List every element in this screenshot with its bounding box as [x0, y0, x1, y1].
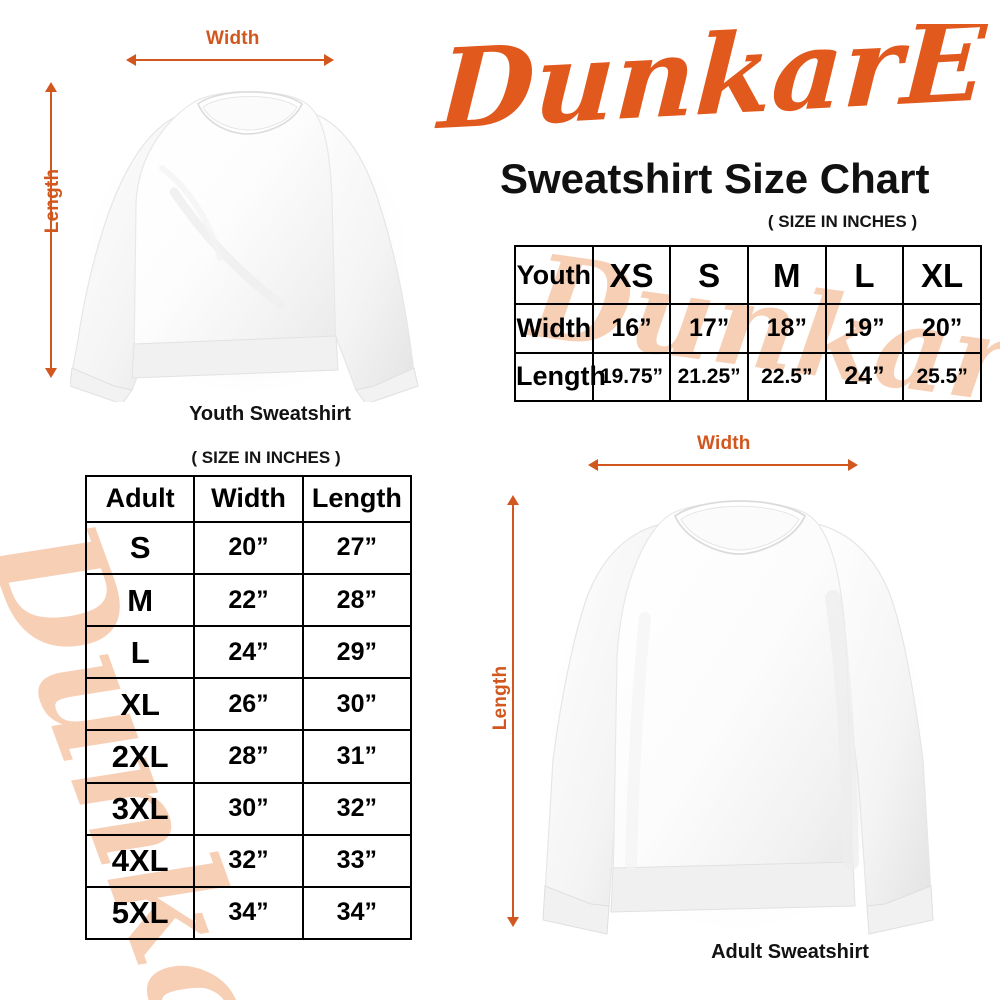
arrow-shaft	[512, 502, 515, 920]
youth-table-units-note: ( SIZE IN INCHES )	[767, 212, 918, 231]
adult-size-4xl: 4XL	[84, 833, 196, 888]
table-row: XL 26” 30”	[84, 677, 413, 732]
arrow-shaft	[50, 89, 53, 371]
brand-logo: DunkarE	[433, 0, 994, 164]
adult-length-s: 27”	[301, 520, 413, 575]
youth-length-m: 22.5”	[746, 351, 827, 403]
adult-width-l: 24”	[193, 625, 304, 680]
adult-header-size: Adult	[84, 475, 196, 523]
youth-size-m: M	[746, 244, 827, 306]
adult-length-xl: 30”	[301, 677, 413, 732]
youth-length-arrow	[45, 82, 57, 378]
adult-header-length: Length	[301, 475, 413, 523]
arrow-head-up	[507, 495, 519, 505]
youth-length-l: 24”	[824, 351, 905, 403]
youth-length-xs: 19.75”	[591, 351, 672, 403]
table-row-header: Youth XS S M L XL	[514, 244, 982, 306]
adult-width-arrow	[588, 459, 858, 471]
adult-length-l: 29”	[301, 625, 413, 680]
arrow-head-right	[324, 54, 334, 66]
table-row: 4XL 32” 33”	[84, 833, 413, 888]
adult-length-3xl: 32”	[301, 781, 413, 836]
youth-size-xl: XL	[902, 244, 982, 306]
youth-length-xl: 25.5”	[902, 351, 982, 403]
adult-size-5xl: 5XL	[84, 885, 196, 941]
adult-size-3xl: 3XL	[84, 781, 196, 836]
adult-length-m: 28”	[301, 572, 413, 628]
adult-length-4xl: 33”	[301, 833, 413, 888]
adult-table-units-note: ( SIZE IN INCHES )	[191, 448, 341, 467]
table-row: Width 16” 17” 18” 19” 20”	[514, 303, 982, 354]
table-row: S 20” 27”	[84, 520, 413, 575]
adult-width-5xl: 34”	[193, 885, 304, 941]
adult-length-5xl: 34”	[301, 885, 413, 941]
adult-sweatshirt-image	[540, 500, 936, 940]
youth-row-header-size: Youth	[514, 244, 594, 306]
table-row-header: Adult Width Length	[84, 475, 413, 523]
youth-sweatshirt-image	[70, 90, 419, 402]
adult-sweatshirt-caption: Adult Sweatshirt	[711, 941, 869, 963]
youth-row-header-length: Length	[514, 351, 606, 403]
brand-logo-svg: DunkarE	[433, 0, 992, 155]
table-row: 2XL 28” 31”	[84, 729, 413, 784]
arrow-shaft	[595, 464, 851, 467]
adult-size-l: L	[84, 625, 196, 680]
adult-length-arrow	[507, 495, 519, 927]
arrow-head-left	[126, 54, 136, 66]
adult-size-2xl: 2XL	[84, 729, 196, 784]
arrow-head-down	[507, 917, 519, 927]
adult-width-4xl: 32”	[193, 833, 304, 888]
table-row: L 24” 29”	[84, 625, 413, 680]
adult-width-3xl: 30”	[193, 781, 304, 836]
adult-length-2xl: 31”	[301, 729, 413, 784]
youth-size-xs: XS	[591, 244, 672, 306]
adult-size-xl: XL	[84, 677, 196, 732]
table-row: Length 19.75” 21.25” 22.5” 24” 25.5”	[514, 351, 982, 403]
youth-width-arrow	[126, 54, 334, 66]
youth-sweatshirt-caption: Youth Sweatshirt	[189, 403, 351, 425]
adult-width-xl: 26”	[193, 677, 304, 732]
youth-size-s: S	[669, 244, 749, 306]
youth-width-label: Width	[206, 28, 260, 49]
adult-width-m: 22”	[193, 572, 304, 628]
table-row: 3XL 30” 32”	[84, 781, 413, 836]
youth-width-s: 17”	[669, 303, 749, 354]
youth-length-s: 21.25”	[669, 351, 749, 403]
arrow-head-left	[588, 459, 598, 471]
adult-size-m: M	[84, 572, 196, 628]
adult-width-s: 20”	[193, 520, 304, 575]
adult-size-s: S	[84, 520, 196, 575]
youth-width-xl: 20”	[902, 303, 982, 354]
table-row: M 22” 28”	[84, 572, 413, 628]
youth-size-l: L	[824, 244, 905, 306]
youth-width-l: 19”	[824, 303, 905, 354]
arrow-head-up	[45, 82, 57, 92]
adult-width-label: Width	[697, 433, 751, 454]
adult-size-table: Adult Width Length S 20” 27” M 22” 28” L…	[84, 475, 413, 941]
youth-width-xs: 16”	[591, 303, 672, 354]
youth-row-header-width: Width	[514, 303, 594, 354]
arrow-head-right	[848, 459, 858, 471]
arrow-head-down	[45, 368, 57, 378]
adult-header-width: Width	[193, 475, 304, 523]
youth-width-m: 18”	[746, 303, 827, 354]
youth-size-table: Youth XS S M L XL Width 16” 17” 18” 19” …	[514, 244, 982, 403]
brand-logo-text: DunkarE	[434, 24, 991, 155]
adult-width-2xl: 28”	[193, 729, 304, 784]
chart-title: Sweatshirt Size Chart	[500, 155, 930, 202]
arrow-shaft	[133, 59, 327, 62]
table-row: 5XL 34” 34”	[84, 885, 413, 941]
